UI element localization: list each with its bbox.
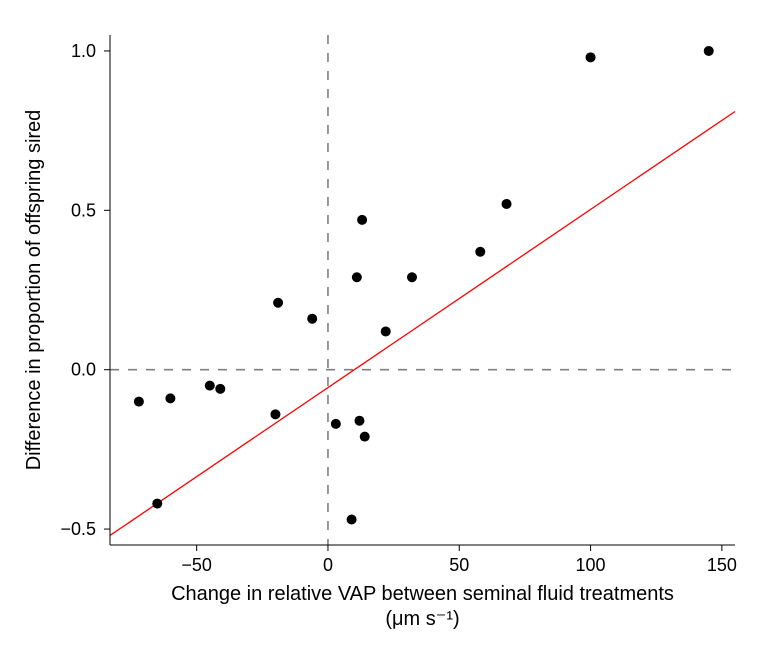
data-point [273,298,283,308]
data-point [354,416,364,426]
y-tick-label: 0.0 [71,360,96,380]
data-point [407,272,417,282]
data-point [360,432,370,442]
y-tick-label: 0.5 [71,200,96,220]
data-point [381,326,391,336]
data-point [586,52,596,62]
data-point [347,515,357,525]
y-tick-label: −0.5 [60,519,96,539]
data-point [704,46,714,56]
x-axis-label-2: (μm s⁻¹) [385,608,459,630]
x-tick-label: 0 [323,555,333,575]
scatter-chart: −50 0 50 100 150 −0.5 0.0 0.5 1.0 Change in relat… [0,0,761,649]
x-tick-label: 150 [707,555,737,575]
y-axis-label: Difference in proportion of offspring si… [23,110,45,471]
data-point [331,419,341,429]
data-point [134,397,144,407]
data-point [165,393,175,403]
x-tick-label: −50 [181,555,212,575]
data-point [357,215,367,225]
data-point [205,381,215,391]
x-tick-label: 100 [576,555,606,575]
data-point [502,199,512,209]
x-tick-label: 50 [449,555,469,575]
data-point [475,247,485,257]
data-point [307,314,317,324]
x-axis-label-1: Change in relative VAP between seminal f… [171,583,674,605]
chart-svg: −50 0 50 100 150 −0.5 0.0 0.5 1.0 Change in relat… [0,0,761,649]
y-tick-label: 1.0 [71,41,96,61]
data-point [352,272,362,282]
data-point [152,499,162,509]
data-point [270,409,280,419]
data-point [215,384,225,394]
